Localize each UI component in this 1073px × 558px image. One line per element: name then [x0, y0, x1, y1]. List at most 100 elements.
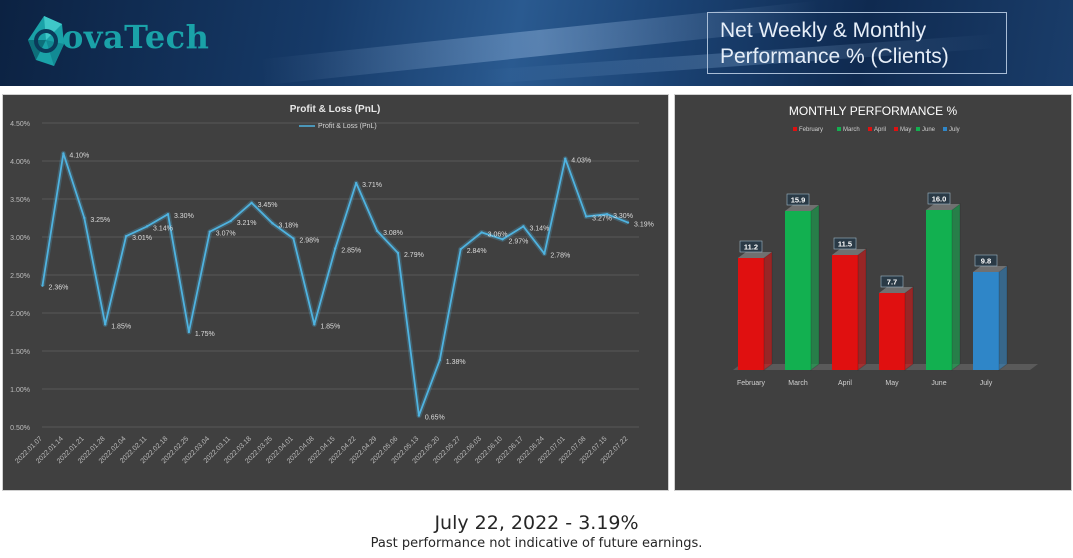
- data-label: 3.45%: [258, 202, 278, 209]
- data-label: 1.85%: [111, 323, 131, 330]
- data-point: [41, 284, 44, 287]
- data-label: 2.36%: [49, 285, 69, 292]
- value-label-box: [880, 275, 904, 288]
- data-label: 3.06%: [488, 231, 508, 238]
- bar-side: [904, 286, 914, 371]
- data-label: 3.25%: [90, 217, 110, 224]
- data-point: [313, 323, 316, 326]
- data-label: 4.03%: [571, 158, 591, 165]
- data-label: 3.08%: [383, 230, 403, 237]
- y-tick-label: 1.00%: [10, 387, 30, 394]
- data-label: 3.30%: [613, 213, 633, 220]
- x-category-label: May: [885, 380, 899, 387]
- data-point: [124, 235, 128, 238]
- chart-title: Profit & Loss (PnL): [290, 104, 381, 115]
- data-label: 1.38%: [446, 359, 466, 366]
- legend-label: June: [922, 127, 936, 133]
- legend-label: May: [900, 127, 911, 133]
- bar-front: [738, 258, 764, 370]
- bar-top: [879, 287, 913, 293]
- value-label-box: [974, 254, 998, 267]
- x-category-label: April: [838, 380, 852, 387]
- value-label: 7.7: [887, 278, 897, 287]
- report-title-box: Net Weekly & Monthly Performance % (Clie…: [707, 12, 1007, 74]
- data-label: 1.85%: [320, 323, 340, 330]
- pnl-line-chart: 0.50% 1.00% 1.50% 2.00% 2.50% 3.00% 3.50% 4.00%…: [10, 104, 654, 465]
- value-label-box: [786, 193, 810, 206]
- data-point: [564, 157, 567, 160]
- bar-top: [973, 266, 1007, 272]
- bar-front: [785, 211, 811, 370]
- data-point: [229, 219, 232, 223]
- data-point: [626, 221, 630, 224]
- data-point: [334, 247, 337, 250]
- data-point: [417, 414, 421, 417]
- data-label: 3.07%: [216, 231, 236, 238]
- x-category-label: July: [980, 380, 993, 387]
- y-tick-label: 4.00%: [10, 159, 30, 166]
- data-point: [605, 213, 609, 216]
- legend-label: Profit & Loss (PnL): [318, 123, 377, 130]
- data-point: [543, 252, 546, 255]
- bar-top: [785, 205, 819, 211]
- y-tick-label: 2.50%: [10, 273, 30, 280]
- y-tick-label: 2.00%: [10, 311, 30, 318]
- value-label-box: [833, 237, 857, 250]
- legend-label: July: [949, 127, 960, 133]
- data-label: 2.84%: [467, 248, 487, 255]
- data-label: 2.78%: [550, 253, 570, 260]
- data-point: [208, 230, 211, 233]
- data-label: 0.65%: [425, 415, 445, 422]
- disclaimer-text: Past performance not indicative of futur…: [370, 536, 703, 551]
- data-label: 3.14%: [529, 225, 549, 232]
- data-label: 2.79%: [404, 252, 424, 259]
- monthly-chart-panel: MONTHLY PERFORMANCE % February March April M…: [674, 94, 1072, 491]
- data-point: [354, 181, 358, 185]
- report-title-line-2: Performance % (Clients): [720, 45, 949, 68]
- x-category-label: June: [931, 380, 946, 387]
- y-tick-label: 4.50%: [10, 121, 30, 128]
- x-category-label: February: [737, 380, 766, 387]
- data-point: [104, 323, 107, 326]
- chart-title: MONTHLY PERFORMANCE %: [789, 104, 958, 118]
- y-tick-label: 3.00%: [10, 235, 30, 242]
- legend-label: April: [874, 127, 886, 133]
- value-label: 11.5: [838, 240, 852, 249]
- data-point: [459, 247, 462, 251]
- data-point: [166, 213, 170, 216]
- legend-swatch: [793, 127, 797, 131]
- data-point: [271, 222, 274, 225]
- legend-swatch: [868, 127, 872, 131]
- data-label: 3.18%: [279, 222, 299, 229]
- data-label: 2.97%: [509, 238, 529, 245]
- bar-side: [951, 203, 961, 371]
- value-label: 9.8: [981, 257, 991, 266]
- monthly-bar-chart: MONTHLY PERFORMANCE % February March April M…: [733, 104, 1038, 387]
- data-point: [83, 216, 86, 220]
- novatech-logo: [28, 16, 64, 66]
- data-point: [62, 152, 65, 155]
- data-label: 3.71%: [362, 182, 382, 189]
- value-label-box: [927, 192, 951, 205]
- data-label: 2.85%: [341, 247, 361, 254]
- bar-side: [998, 265, 1008, 371]
- bar-front: [879, 293, 905, 370]
- bar-side: [857, 248, 867, 371]
- legend-label: March: [843, 127, 860, 133]
- value-label: 15.9: [791, 196, 806, 205]
- y-tick-label: 3.50%: [10, 197, 30, 204]
- data-point: [187, 330, 191, 334]
- y-tick-label: 1.50%: [10, 349, 30, 356]
- bar-front: [926, 210, 952, 370]
- data-point: [396, 251, 400, 255]
- bar-side: [810, 204, 820, 371]
- data-point: [584, 215, 588, 218]
- legend-swatch: [837, 127, 841, 131]
- legend-swatch: [894, 127, 898, 131]
- data-label: 2.98%: [299, 238, 319, 245]
- pnl-chart-panel: 0.50% 1.00% 1.50% 2.00% 2.50% 3.00% 3.50% 4.00%…: [2, 94, 669, 491]
- legend-swatch: [943, 127, 947, 131]
- data-label: 1.75%: [195, 331, 215, 338]
- bar-top: [926, 204, 960, 210]
- latest-performance-headline: July 22, 2022 - 3.19%: [434, 512, 639, 534]
